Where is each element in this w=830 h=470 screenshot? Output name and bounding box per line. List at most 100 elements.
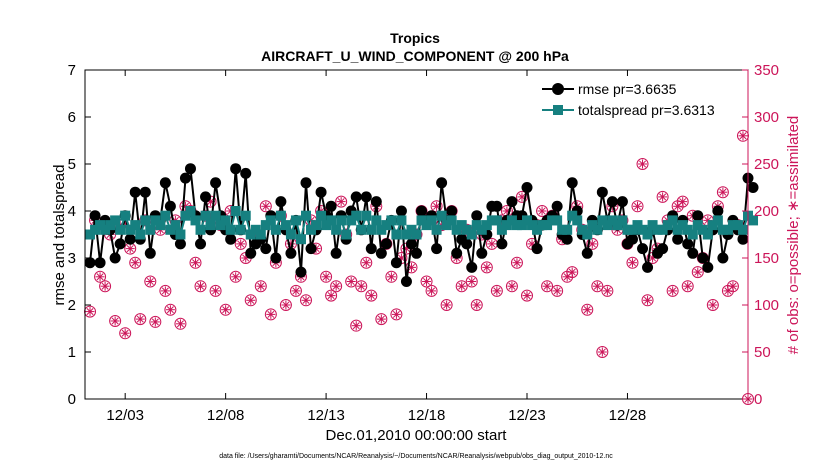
x-tick-label: 12/13 <box>307 407 345 424</box>
totalspread-point <box>240 210 251 221</box>
obs-count-point <box>174 317 187 330</box>
x-tick-label: 12/28 <box>609 407 647 424</box>
y-right-tick-label: 350 <box>754 62 779 79</box>
rmse-point <box>325 200 337 212</box>
y-right-tick-label: 250 <box>754 156 779 173</box>
rmse-point <box>94 257 106 269</box>
y-right-tick-label: 200 <box>754 203 779 220</box>
totalspread-point <box>491 215 502 226</box>
totalspread-point <box>120 210 131 221</box>
totalspread-point <box>321 220 332 231</box>
obs-count-point <box>480 261 493 274</box>
totalspread-point <box>361 210 372 221</box>
y-tick-label: 4 <box>68 203 76 220</box>
rmse-point <box>174 238 186 250</box>
legend-box <box>535 77 738 121</box>
obs-count-point <box>119 327 132 340</box>
rmse-point <box>411 247 422 259</box>
rmse-point <box>300 177 312 189</box>
totalspread-point <box>446 215 457 226</box>
totalspread-point <box>326 215 337 226</box>
totalspread-point <box>461 224 472 235</box>
rmse-point <box>496 238 508 250</box>
obs-count-point <box>189 256 202 269</box>
totalspread-point <box>125 224 136 235</box>
totalspread-point <box>115 224 126 235</box>
chart-subtitle: AIRCRAFT_U_WIND_COMPONENT @ 200 hPa <box>261 48 569 64</box>
obs-count-point <box>390 308 403 321</box>
totalspread-point <box>160 210 171 221</box>
obs-count-point <box>485 237 498 250</box>
obs-count-point <box>360 256 373 269</box>
totalspread-point <box>285 229 296 240</box>
rmse-point <box>295 266 307 278</box>
totalspread-point <box>215 220 226 231</box>
totalspread-point <box>336 215 347 226</box>
obs-count-point <box>551 284 564 297</box>
totalspread-point <box>205 220 216 231</box>
y-right-tick-label: 150 <box>754 250 779 267</box>
totalspread-point <box>627 224 638 235</box>
totalspread-point <box>100 224 111 235</box>
totalspread-point <box>622 224 633 235</box>
rmse-point <box>566 177 578 189</box>
obs-count-point <box>536 205 549 217</box>
legend-totalspread-label: totalspread pr=3.6313 <box>578 102 715 118</box>
obs-count-point <box>636 158 649 170</box>
totalspread-point <box>311 220 322 231</box>
obs-count-point <box>335 195 348 208</box>
totalspread-point <box>316 210 327 221</box>
totalspread-point <box>587 220 598 231</box>
totalspread-point <box>386 215 397 226</box>
totalspread-point <box>341 229 352 240</box>
totalspread-point <box>150 215 161 226</box>
totalspread-point <box>210 210 221 221</box>
rmse-point <box>466 261 478 273</box>
obs-count-point <box>631 200 644 213</box>
obs-count-point <box>219 303 232 316</box>
totalspread-point <box>451 224 462 235</box>
totalspread-point <box>366 224 377 235</box>
obs-count-point <box>350 319 363 332</box>
obs-count-point <box>259 200 272 213</box>
rmse-point <box>687 247 699 259</box>
totalspread-point <box>476 224 487 235</box>
totalspread-point <box>657 224 668 235</box>
obs-count-point <box>676 195 689 208</box>
obs-count-point <box>99 280 112 293</box>
totalspread-point <box>391 229 402 240</box>
totalspread-point <box>522 215 532 226</box>
rmse-point <box>124 233 136 245</box>
rmse-point <box>144 247 156 259</box>
rmse-point <box>657 243 669 255</box>
totalspread-point <box>421 220 432 231</box>
obs-count-point <box>455 280 468 293</box>
obs-count-point <box>159 284 172 297</box>
rmse-point <box>747 182 759 193</box>
rmse-point <box>89 210 101 222</box>
rmse-point <box>365 243 377 255</box>
totalspread-point <box>306 224 317 235</box>
totalspread-point <box>140 215 151 226</box>
obs-count-point <box>194 280 207 293</box>
totalspread-point <box>180 210 191 221</box>
y-tick-label: 0 <box>68 391 76 408</box>
totalspread-point <box>230 206 241 216</box>
rmse-point <box>139 186 151 198</box>
totalspread-point <box>200 210 211 221</box>
totalspread-point <box>692 220 703 231</box>
totalspread-point <box>351 210 362 221</box>
rmse-point <box>471 210 483 222</box>
totalspread-point <box>637 224 648 235</box>
rmse-point <box>210 177 222 189</box>
rmse-point <box>400 276 412 287</box>
obs-count-point <box>470 299 483 311</box>
rmse-point <box>370 196 382 208</box>
legend-rmse-marker <box>552 83 564 95</box>
obs-count-point <box>300 294 312 307</box>
obs-count-point <box>94 270 107 283</box>
x-tick-label: 12/23 <box>508 407 546 424</box>
rmse-point <box>114 238 126 250</box>
totalspread-point <box>527 220 538 231</box>
y-axis-right-label: # of obs: o=possible; ∗=assimilated <box>785 116 802 355</box>
